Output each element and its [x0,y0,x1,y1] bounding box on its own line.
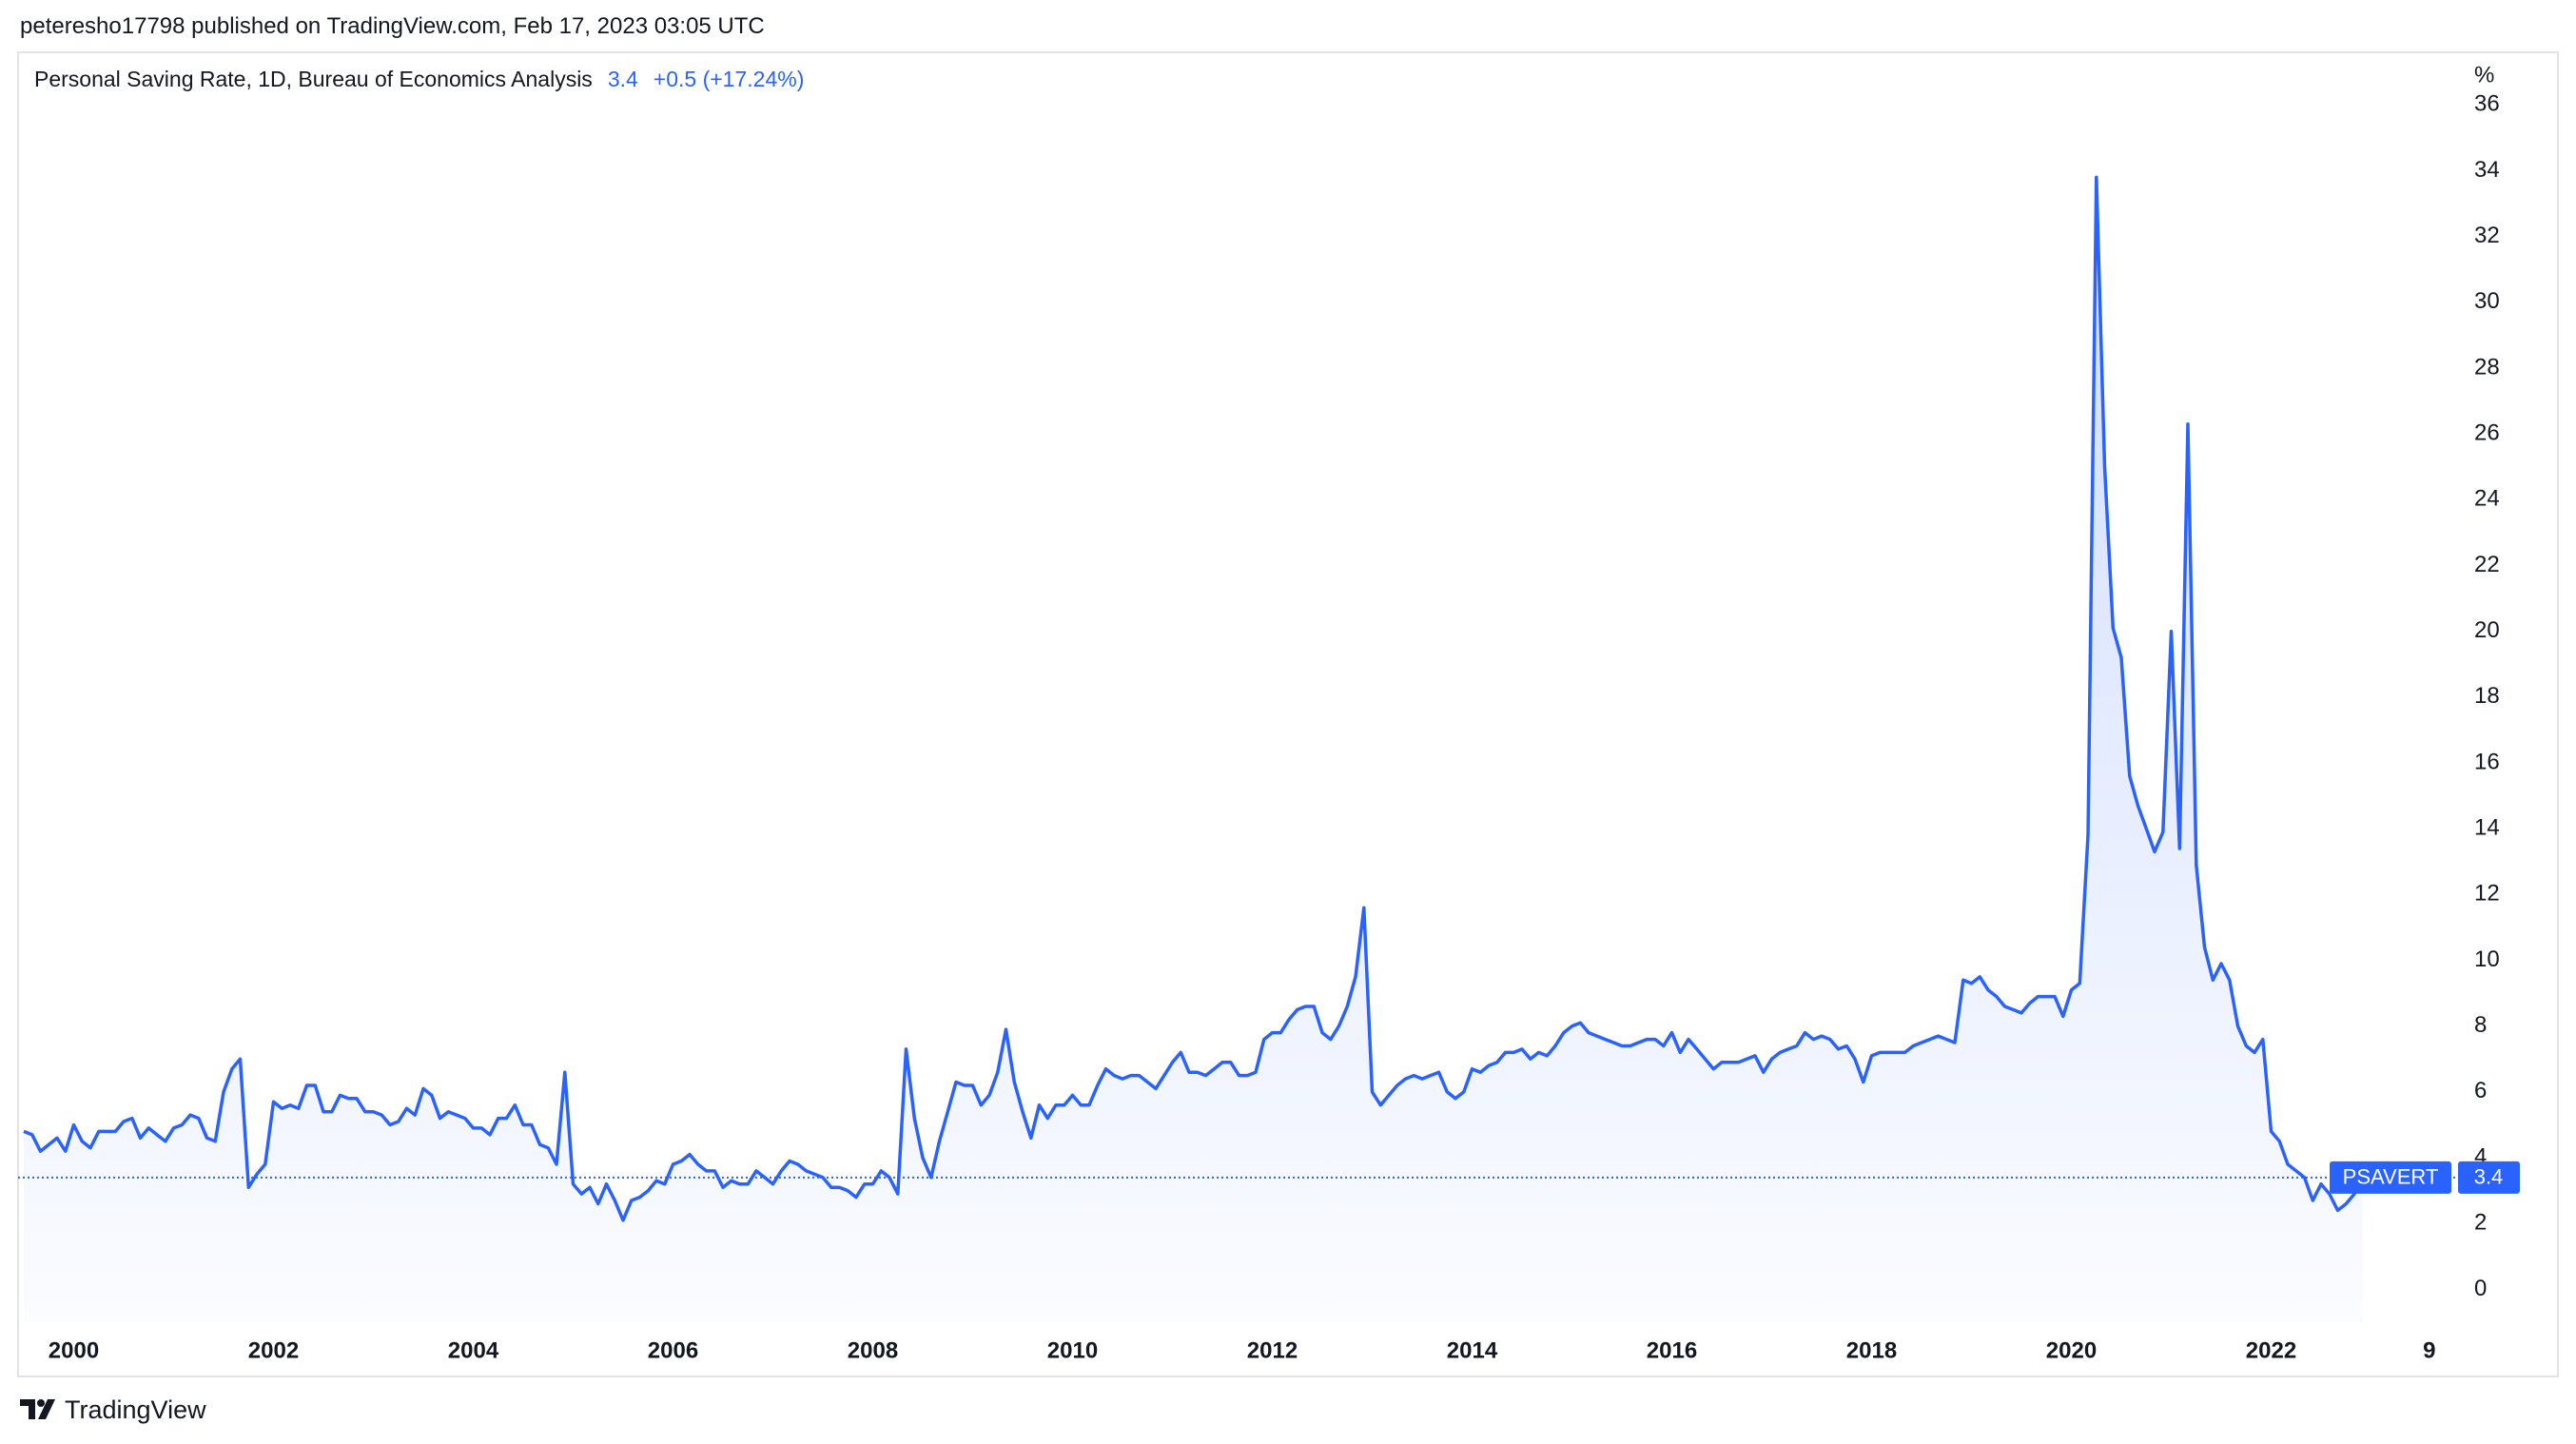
publisher-line: peteresho17798 published on TradingView.… [20,13,765,39]
legend: Personal Saving Rate, 1D, Bureau of Econ… [34,67,804,92]
brand: TradingView [65,1395,206,1424]
y-tick-label: 34 [2474,157,2500,183]
y-tick-label: 8 [2474,1012,2487,1038]
x-tick-label: 2008 [848,1337,898,1363]
logo [20,1399,55,1419]
last-value: 3.4 [607,67,638,91]
plot-area [18,175,2456,1322]
x-tick-label: 9 [2423,1337,2435,1363]
x-tick-label: 2014 [1447,1337,1498,1363]
symbol-label-box [2330,1161,2451,1194]
y-tick-label: 2 [2474,1210,2487,1236]
y-tick-label: 16 [2474,749,2500,774]
y-tick-label: 10 [2474,946,2500,972]
y-tick-label: 20 [2474,617,2500,643]
change: +0.5 (+17.24%) [653,67,805,91]
series-title: Personal Saving Rate, 1D, Bureau of Econ… [34,67,593,91]
x-tick-label: 2006 [648,1337,698,1363]
x-tick-label: 2016 [1647,1337,1697,1363]
price-label-box [2458,1161,2520,1194]
x-tick-label: 2010 [1047,1337,1098,1363]
x-tick-label: 2020 [2046,1337,2097,1363]
price-label: 3.4 [2474,1165,2504,1189]
y-tick-label: 12 [2474,881,2500,907]
y-tick-label: 22 [2474,552,2500,577]
line [23,175,2365,1222]
x-tick-label: 2000 [49,1337,99,1363]
frame [17,51,2559,1377]
x-tick-label: 2012 [1247,1337,1298,1363]
y-tick-label: 28 [2474,354,2500,380]
y-tick-label: 18 [2474,683,2500,709]
x-tick-label: 2004 [448,1337,499,1363]
y-tick-label: 30 [2474,288,2500,314]
y-tick-label: 0 [2474,1276,2487,1301]
x-tick-label: 2002 [248,1337,299,1363]
y-unit: % [2474,62,2494,88]
area-fill [24,177,2363,1322]
y-tick-label: 6 [2474,1078,2487,1103]
y-tick-label: 14 [2474,815,2500,841]
x-tick-label: 2022 [2246,1337,2296,1363]
y-tick-label: 26 [2474,420,2500,446]
symbol-label: PSAVERT [2343,1165,2439,1189]
y-tick-label: 24 [2474,486,2500,512]
y-tick-label: 32 [2474,223,2500,248]
y-tick-label: 36 [2474,91,2500,117]
x-tick-label: 2018 [1846,1337,1897,1363]
